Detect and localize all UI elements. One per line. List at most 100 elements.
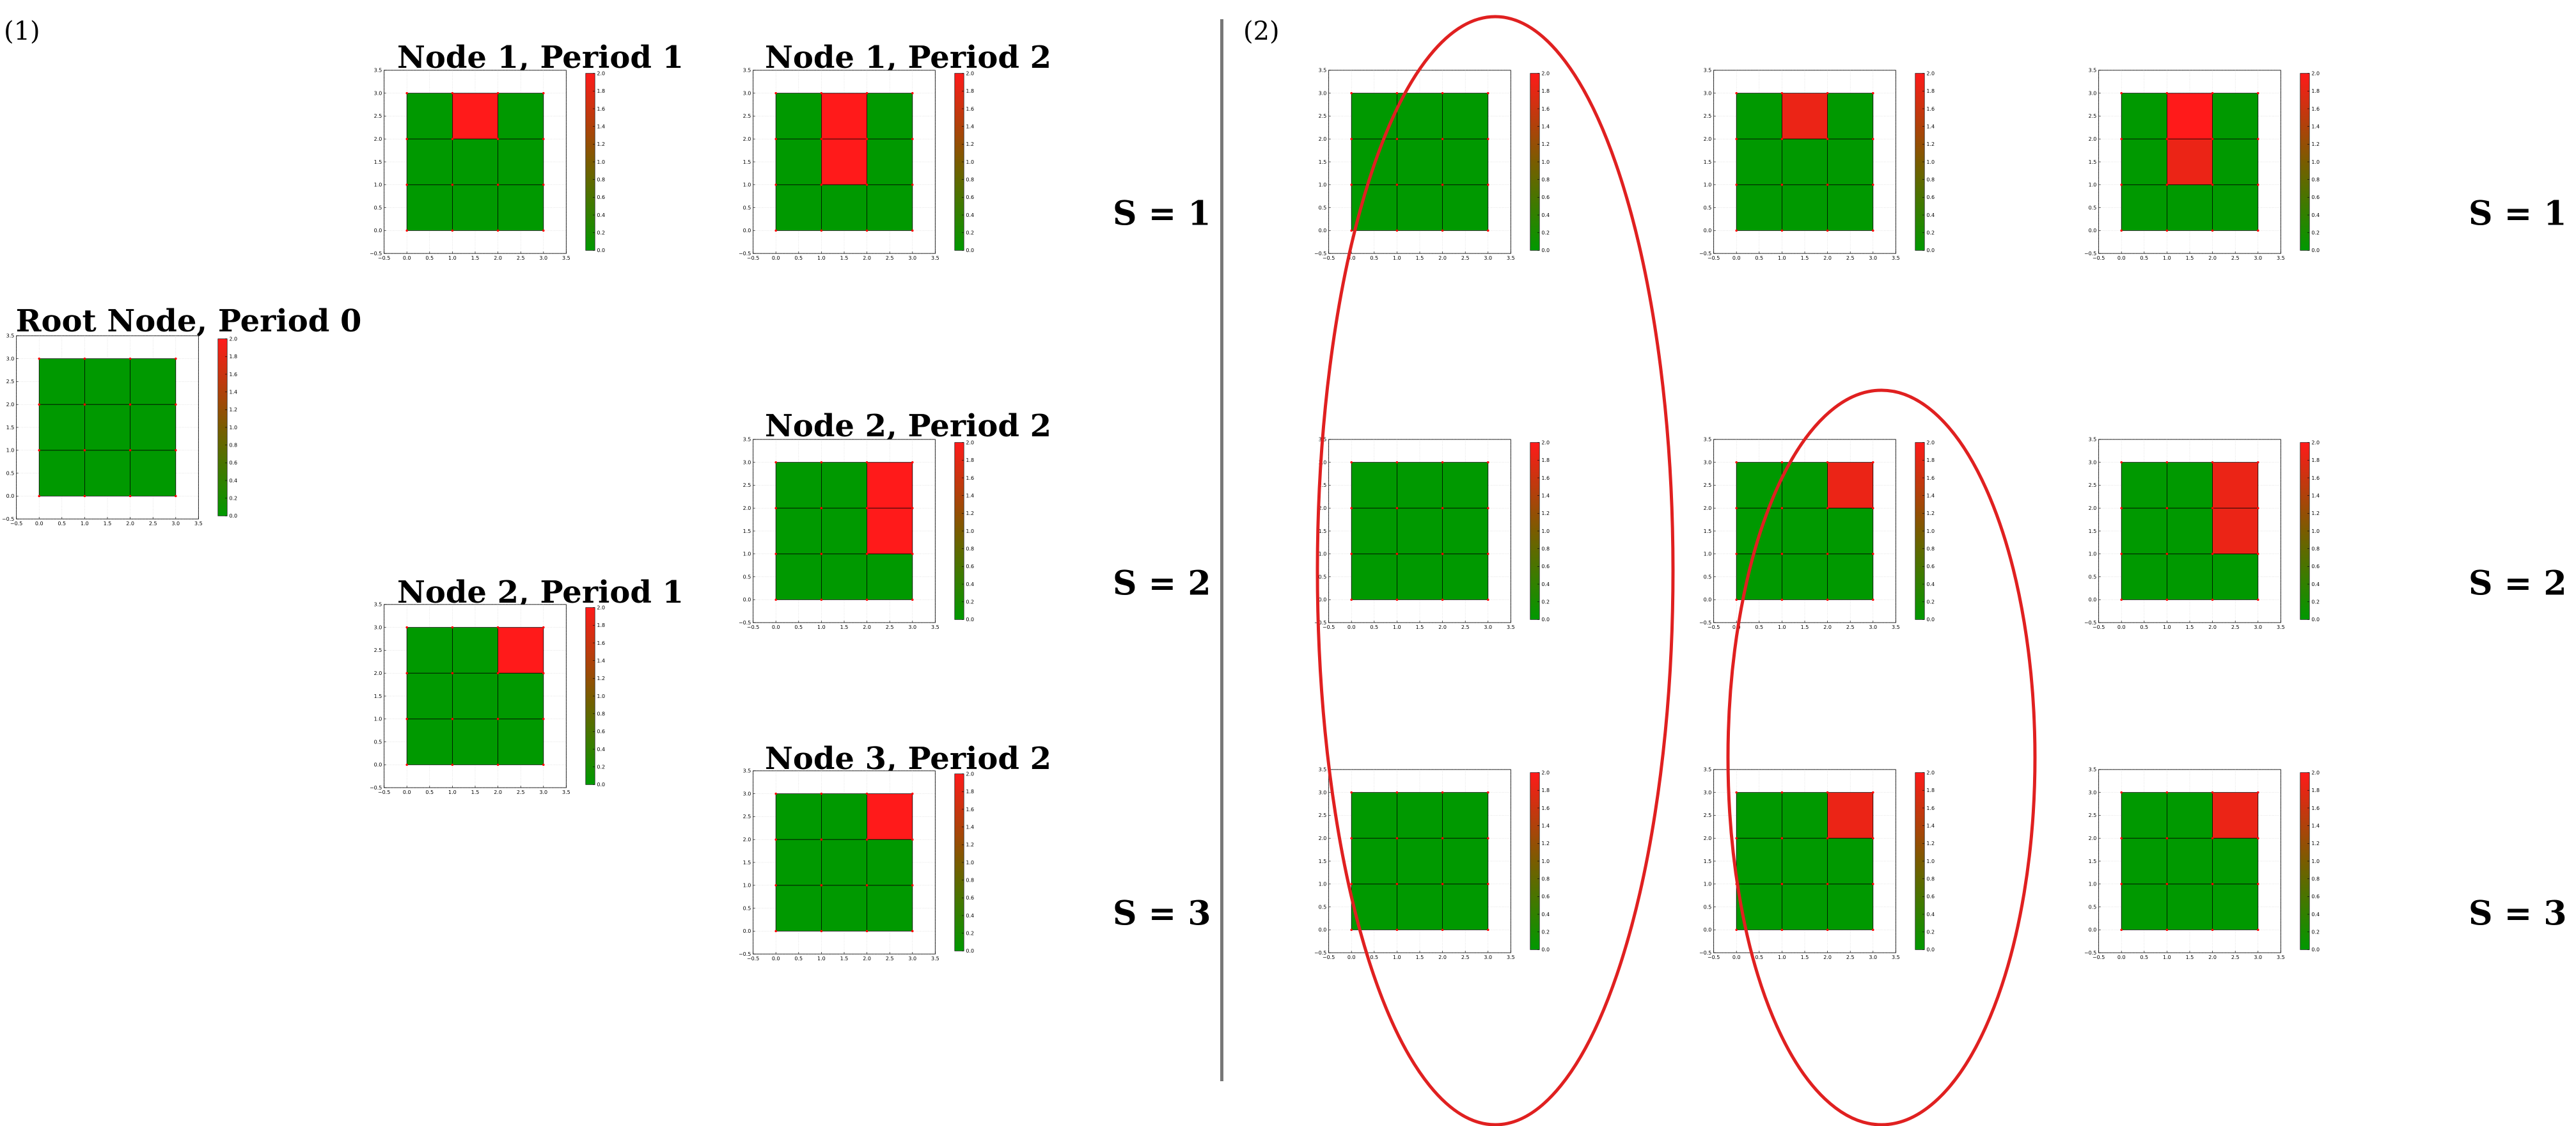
x-tick-label: 1.0 [448,255,457,261]
node-point [1735,138,1738,140]
node-point [83,495,86,498]
y-tick-label: 2.5 [743,482,751,488]
node-point [2211,553,2214,555]
heatmap-s3-period-1: −0.5 0.0 0.5 1.0 1.5 2.0 2.5 3.0 3.5 −0.5 0.0 0.5 1.… [1699,767,1935,960]
node-point [1735,184,1738,186]
y-tick-label: −0.5 [370,251,382,257]
y-tick-label: 0.0 [1704,597,1712,603]
plot-title: Root Node, Period 0 [15,303,362,339]
colorbar-tick-label: 0.6 [2311,194,2320,200]
node-point [405,138,408,140]
colorbar-tick-label: 0.8 [1926,546,1935,551]
heatmap-cell [130,450,176,496]
colorbar-tick-label: 1.6 [966,475,974,481]
node-point [1735,229,1738,232]
node-point [1780,91,1784,95]
colorbar-tick-label: 1.0 [597,694,605,699]
colorbar-tick-label: 0.2 [2311,930,2320,935]
x-tick-label: 3.5 [1507,255,1515,261]
heatmap-cell [776,793,822,840]
y-tick-label: −0.5 [370,785,382,791]
colorbar-tick-label: 0.4 [229,478,237,484]
scenario-label: S = 2 [2469,564,2567,603]
colorbar-tick-label: 0.0 [597,782,605,788]
y-tick-label: 0.0 [1704,927,1712,933]
node-point [1780,883,1784,885]
heatmap-cell [407,93,453,139]
node-point [2165,138,2169,140]
x-tick-label: 1.5 [1416,955,1424,960]
node-point [542,184,545,186]
heatmap-cell [1827,792,1873,839]
colorbar-tick-label: 0.6 [1926,194,1935,200]
colorbar-tick-label: 1.8 [597,88,605,94]
x-tick-label: 0.0 [772,624,780,630]
colorbar-tick-label: 0.8 [966,877,974,883]
heatmap-cell [1782,553,1828,600]
colorbar-tick-label: 0.2 [1541,230,1550,236]
colorbar-tick-label: 1.4 [966,824,974,830]
colorbar-tick-label: 0.6 [966,564,974,569]
colorbar-tick-label: 0.8 [966,177,974,182]
colorbar-tick-label: 1.8 [1541,457,1550,463]
heatmap-cell [821,553,867,600]
heatmap-node1-period-2: −0.5 0.0 0.5 1.0 1.5 2.0 2.5 3.0 3.5 −0.5 0.0 0.5 1.… [739,68,974,261]
colorbar-tick-label: 2.0 [597,605,605,610]
heatmap-cell [776,93,822,139]
colorbar-tick-label: 0.2 [2311,599,2320,605]
colorbar-tick-label: 0.8 [2311,177,2320,182]
node-point [1826,138,1829,140]
heatmap-cell [84,404,130,450]
node-point [820,507,823,509]
node-point [1487,553,1489,555]
heatmap-cell [867,184,913,231]
heatmap-cell [2121,462,2167,509]
x-tick-label: 3.5 [1892,955,1900,960]
x-tick-label: 3.0 [539,789,547,795]
y-tick-label: 2.5 [1704,813,1712,818]
colorbar-tick-label: 0.8 [1541,546,1550,551]
x-tick-label: 1.0 [1778,255,1786,261]
y-tick-label: 1.5 [1319,159,1327,165]
node-point [405,91,408,95]
colorbar-tick-label: 1.6 [1541,106,1550,112]
x-tick-label: 0.5 [794,956,803,962]
colorbar-tick-label: 1.0 [1541,859,1550,864]
colorbar-tick-label: 1.0 [1926,859,1935,864]
colorbar-tick-label: 0.2 [966,230,974,236]
x-tick-label: 3.0 [1869,255,1877,261]
x-tick-label: 3.0 [1484,955,1492,960]
colorbar-tick-label: 1.4 [1541,823,1550,829]
node-point [496,626,499,629]
node-point [38,449,40,452]
colorbar-tick-label: 1.0 [1541,159,1550,165]
y-tick-label: 3.5 [374,602,382,608]
y-tick-label: 0.0 [2089,927,2097,933]
node-point [911,91,914,95]
colorbar-tick-label: 1.8 [1926,457,1935,463]
node-point [2257,791,2259,794]
colorbar-tick-label: 0.2 [597,230,605,236]
y-tick-label: 3.0 [1704,789,1712,795]
node-point [129,449,132,452]
x-tick-label: 0.0 [403,255,411,261]
y-tick-label: 2.0 [1704,136,1712,142]
scenario-label: S = 3 [1113,894,1211,933]
y-tick-label: 1.0 [1704,882,1712,887]
node-point [2120,883,2123,885]
x-tick-label: −0.5 [378,789,390,795]
x-tick-label: 0.0 [403,789,411,795]
x-tick-label: 2.0 [2208,624,2217,630]
heatmap-cell [1827,508,1873,554]
heatmap-cell [821,462,867,509]
colorbar-tick-label: 0.6 [1541,894,1550,900]
panel-label-left: (1) [4,17,40,46]
node-point [1826,791,1829,794]
node-point [774,884,777,887]
node-point [2120,184,2123,186]
heatmap-root-period-0: −0.5 0.0 0.5 1.0 1.5 2.0 2.5 3.0 3.5 −0.5 0.0 0.5 1.… [2,333,237,527]
x-tick-label: 1.0 [817,624,826,630]
heatmap-cell [498,184,544,231]
node-point [865,91,868,95]
x-tick-label: 1.5 [471,789,480,795]
